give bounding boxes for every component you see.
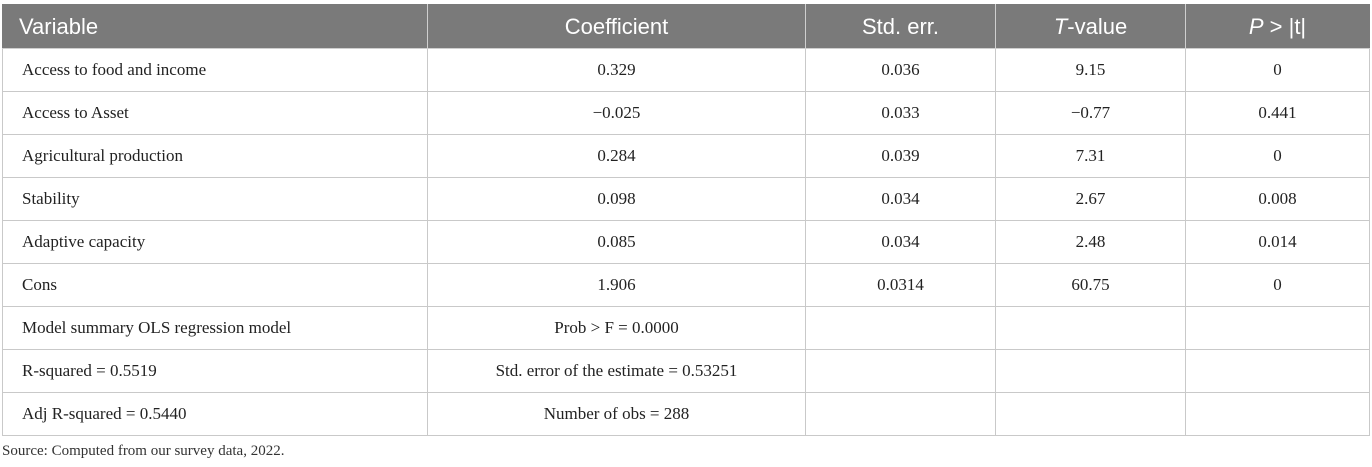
- summary-statistic: Std. error of the estimate = 0.53251: [427, 349, 806, 393]
- header-coefficient: Coefficient: [427, 4, 806, 49]
- cell-coefficient: −0.025: [427, 91, 806, 135]
- header-p-value: P > |t|: [1185, 4, 1370, 49]
- summary-statistic: Prob > F = 0.0000: [427, 306, 806, 350]
- cell-std-err: 0.036: [805, 48, 996, 92]
- cell-coefficient: 1.906: [427, 263, 806, 307]
- header-t-suffix: -value: [1067, 13, 1128, 39]
- cell-variable: Adaptive capacity: [2, 220, 428, 264]
- cell-coefficient: 0.329: [427, 48, 806, 92]
- empty-cell: [995, 392, 1186, 436]
- summary-label: Adj R-squared = 0.5440: [2, 392, 428, 436]
- cell-p-value: 0: [1185, 134, 1370, 178]
- empty-cell: [805, 392, 996, 436]
- table-header-row: Variable Coefficient Std. err. T-value P…: [2, 4, 1370, 49]
- table-row: Access to food and income 0.329 0.036 9.…: [2, 48, 1370, 92]
- header-t-symbol: T: [1053, 13, 1068, 39]
- cell-std-err: 0.039: [805, 134, 996, 178]
- cell-t-value: 9.15: [995, 48, 1186, 92]
- cell-coefficient: 0.085: [427, 220, 806, 264]
- cell-p-value: 0.014: [1185, 220, 1370, 264]
- header-p-symbol: P: [1248, 13, 1264, 39]
- table-source-note: Source: Computed from our survey data, 2…: [2, 443, 285, 459]
- cell-variable: Access to food and income: [2, 48, 428, 92]
- empty-cell: [805, 349, 996, 393]
- header-std-err: Std. err.: [805, 4, 996, 49]
- summary-statistic: Number of obs = 288: [427, 392, 806, 436]
- cell-std-err: 0.034: [805, 220, 996, 264]
- table-row: Access to Asset −0.025 0.033 −0.77 0.441: [2, 91, 1370, 135]
- cell-variable: Agricultural production: [2, 134, 428, 178]
- cell-variable: Cons: [2, 263, 428, 307]
- empty-cell: [995, 306, 1186, 350]
- summary-row: Model summary OLS regression model Prob …: [2, 306, 1370, 350]
- header-t-value: T-value: [995, 4, 1186, 49]
- cell-p-value: 0: [1185, 263, 1370, 307]
- header-variable: Variable: [2, 4, 428, 49]
- cell-std-err: 0.033: [805, 91, 996, 135]
- cell-t-value: −0.77: [995, 91, 1186, 135]
- cell-t-value: 2.48: [995, 220, 1186, 264]
- empty-cell: [805, 306, 996, 350]
- table-row: Agricultural production 0.284 0.039 7.31…: [2, 134, 1370, 178]
- cell-coefficient: 0.098: [427, 177, 806, 221]
- cell-variable: Access to Asset: [2, 91, 428, 135]
- summary-label: R-squared = 0.5519: [2, 349, 428, 393]
- header-p-suffix: > |t|: [1263, 13, 1307, 39]
- table-row: Adaptive capacity 0.085 0.034 2.48 0.014: [2, 220, 1370, 264]
- empty-cell: [1185, 392, 1370, 436]
- table-row: Stability 0.098 0.034 2.67 0.008: [2, 177, 1370, 221]
- cell-std-err: 0.034: [805, 177, 996, 221]
- cell-p-value: 0.008: [1185, 177, 1370, 221]
- cell-t-value: 7.31: [995, 134, 1186, 178]
- empty-cell: [1185, 306, 1370, 350]
- empty-cell: [995, 349, 1186, 393]
- cell-coefficient: 0.284: [427, 134, 806, 178]
- cell-t-value: 60.75: [995, 263, 1186, 307]
- table-row: Cons 1.906 0.0314 60.75 0: [2, 263, 1370, 307]
- cell-variable: Stability: [2, 177, 428, 221]
- summary-row: R-squared = 0.5519 Std. error of the est…: [2, 349, 1370, 393]
- regression-results-table: Variable Coefficient Std. err. T-value P…: [2, 4, 1370, 436]
- cell-std-err: 0.0314: [805, 263, 996, 307]
- summary-row: Adj R-squared = 0.5440 Number of obs = 2…: [2, 392, 1370, 436]
- cell-p-value: 0: [1185, 48, 1370, 92]
- summary-label: Model summary OLS regression model: [2, 306, 428, 350]
- cell-p-value: 0.441: [1185, 91, 1370, 135]
- cell-t-value: 2.67: [995, 177, 1186, 221]
- empty-cell: [1185, 349, 1370, 393]
- regression-table-container: Variable Coefficient Std. err. T-value P…: [2, 4, 1370, 436]
